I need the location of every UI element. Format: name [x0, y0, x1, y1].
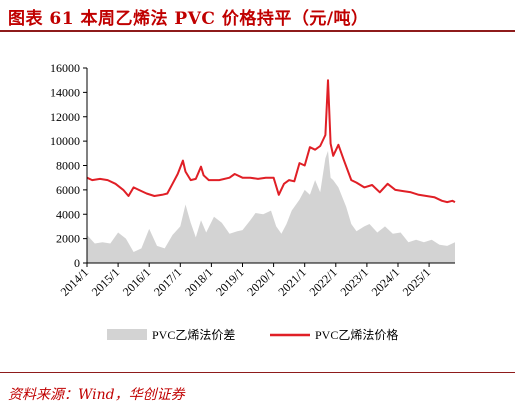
y-tick-label: 16000 [50, 61, 80, 75]
source-divider [0, 372, 515, 373]
x-tick-label: 2014/1 [58, 265, 91, 298]
y-tick-label: 8000 [56, 159, 80, 173]
legend-swatch-spread [107, 329, 147, 340]
price-line-series [86, 79, 456, 204]
price-line-layer [86, 79, 456, 204]
x-tick-label: 2015/1 [89, 265, 122, 298]
x-tick-label: 2025/1 [400, 265, 433, 298]
y-tick-label: 2000 [56, 232, 80, 246]
x-tick-label: 2021/1 [275, 265, 308, 298]
x-tick-label: 2016/1 [120, 265, 153, 298]
spread-area-series [87, 150, 455, 263]
y-tick-label: 14000 [50, 85, 80, 99]
x-tick-label: 2020/1 [244, 265, 277, 298]
axes-layer: 0 2000 4000 6000 8000 10000 12000 14000 16000 201… [50, 61, 455, 299]
legend-label-spread: PVC乙烯法价差 [152, 328, 235, 342]
y-tick-label: 6000 [56, 183, 80, 197]
y-tick-label: 0 [74, 256, 80, 270]
y-tick-label: 4000 [56, 207, 80, 221]
x-tick-label: 2017/1 [151, 265, 184, 298]
title-divider [0, 30, 515, 32]
x-tick-label: 2019/1 [213, 265, 246, 298]
legend: PVC乙烯法价差 PVC乙烯法价格 [107, 327, 398, 342]
legend-label-price: PVC乙烯法价格 [315, 327, 398, 342]
y-tick-label: 10000 [50, 134, 80, 148]
x-tick-label: 2023/1 [338, 265, 371, 298]
x-tick-label: 2022/1 [306, 265, 339, 298]
y-tick-label: 12000 [50, 110, 80, 124]
x-tick-label: 2024/1 [369, 265, 402, 298]
pvc-price-chart: 0 2000 4000 6000 8000 10000 12000 14000 16000 201… [50, 61, 456, 342]
spread-area-layer [87, 150, 455, 263]
source-note: 资料来源：Wind，华创证券 [8, 387, 185, 403]
chart-title: 图表 61 本周乙烯法 PVC 价格持平（元/吨） [8, 9, 369, 29]
x-tick-label: 2018/1 [182, 265, 215, 298]
